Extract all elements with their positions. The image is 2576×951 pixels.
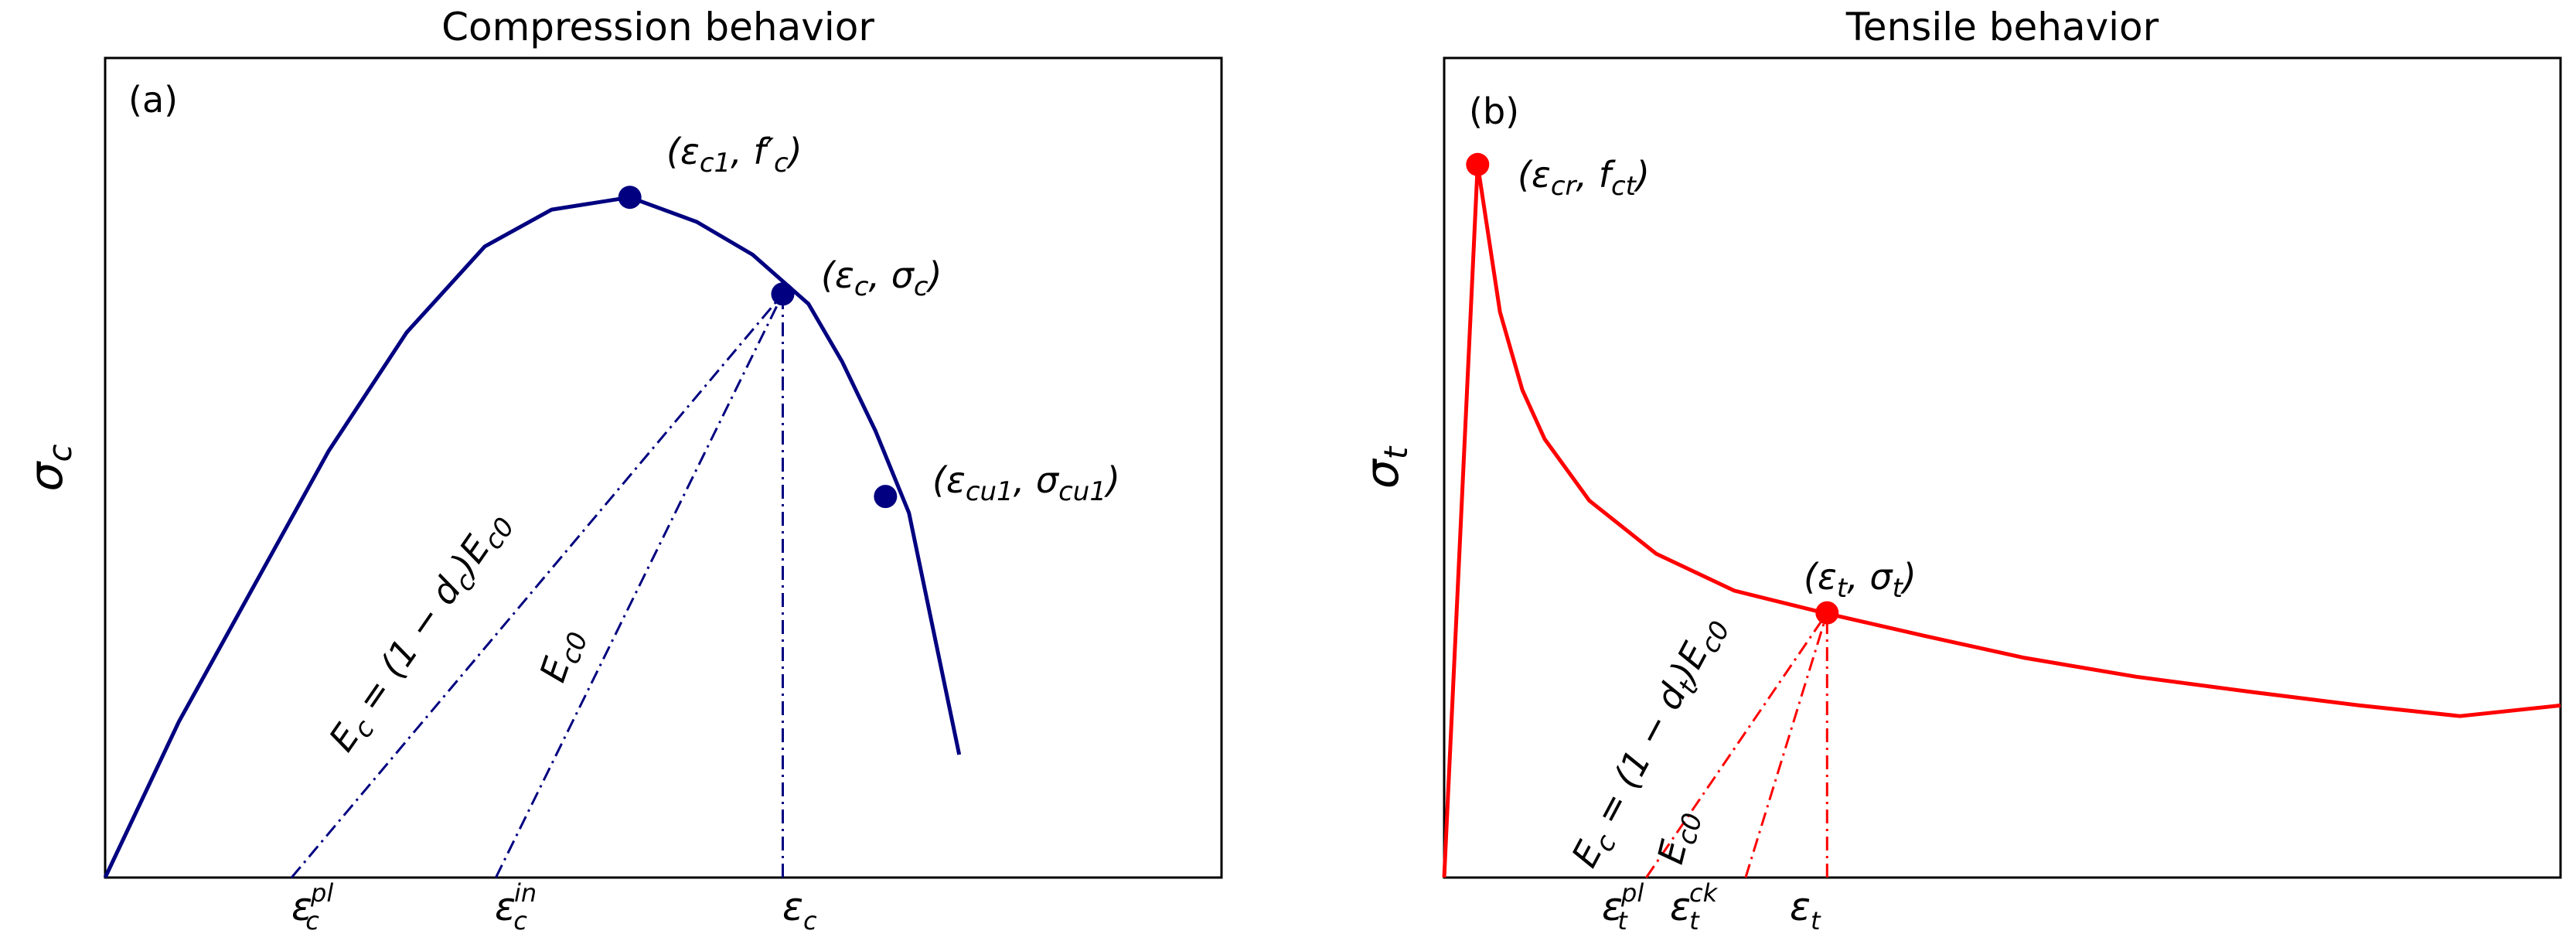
panel-b-unload-line-2 bbox=[1744, 612, 1828, 878]
panel-a-point-1 bbox=[771, 282, 795, 306]
panel-a-ultimate-label-a: (ε bbox=[932, 459, 966, 501]
panel-b-state-label-end: ) bbox=[1900, 556, 1917, 598]
panel-a-ultimate-label: (εcu1, σcu1) bbox=[932, 459, 1120, 507]
panel-a-peak-label-sub: c1 bbox=[700, 148, 731, 179]
panel-b-tick-pl-sub: t bbox=[1617, 906, 1628, 936]
panel-a-series-group bbox=[103, 195, 962, 879]
panel-b-tick-ck-base: ε bbox=[1670, 885, 1691, 929]
panel-a-state-label-sub2: c bbox=[914, 271, 929, 302]
panel-b-crack-label-a: (ε bbox=[1518, 154, 1551, 196]
panel-a-tick-pl-sub: c bbox=[305, 906, 319, 936]
panel-b-letter: (b) bbox=[1469, 90, 1519, 132]
panel-b-damaged-modulus-label: Ec = (1 − dt)Ec0 bbox=[1563, 608, 1736, 877]
panel-a-point-2 bbox=[874, 485, 898, 509]
panel-a-unload-line-1 bbox=[290, 293, 784, 878]
panel-b-points-group bbox=[1466, 152, 1839, 625]
panel-b-axes-frame bbox=[1443, 56, 2562, 879]
panel-b-ec0-sub: c0 bbox=[1671, 810, 1709, 848]
panel-b-point-0 bbox=[1466, 152, 1490, 176]
panel-b-state-label: (εt, σt) bbox=[1804, 556, 1917, 604]
panel-a-ylabel-sub: c bbox=[41, 444, 79, 462]
panel-a-point-0 bbox=[618, 186, 642, 210]
panel-a-peak-label-a: (ε bbox=[666, 131, 700, 172]
panel-b-point-1 bbox=[1815, 601, 1839, 625]
panel-b-tick-pl-sup: pl bbox=[1620, 878, 1644, 908]
panel-b-crack-label-end: ) bbox=[1634, 154, 1650, 196]
panel-b-tick-ck-sub: t bbox=[1689, 906, 1700, 936]
panel-b-tick-ck-sup: ck bbox=[1689, 878, 1719, 908]
panel-b-title: Tensile behavior bbox=[1845, 5, 2159, 49]
panel-b-curve bbox=[1442, 162, 2561, 878]
panel-a-letter: (a) bbox=[128, 79, 178, 121]
panel-a-state-label-sub: c bbox=[854, 271, 869, 302]
panel-a-ylabel: σc bbox=[19, 444, 79, 491]
panel-a-peak-label-b: , f′ bbox=[731, 131, 774, 172]
panel-a-tick-in-base: ε bbox=[495, 885, 516, 929]
panel-b-ylabel: σt bbox=[1355, 445, 1415, 489]
panel-b-state-label-sub2: t bbox=[1893, 573, 1904, 604]
panel-a-state-label-end: ) bbox=[926, 254, 942, 296]
panel-a-peak-label: (εc1, f′c) bbox=[666, 131, 802, 179]
panel-a-axes-frame bbox=[104, 56, 1223, 879]
panel-b-state-label-b: , σ bbox=[1847, 556, 1893, 598]
panel-a-tick-pl-base: ε bbox=[291, 885, 312, 929]
panel-b-crack-label-sub2: ct bbox=[1611, 171, 1637, 202]
panel-b: Tensile behavior (b) σt (εcr, fct) (εt, … bbox=[1355, 5, 2562, 936]
panel-a-initial-modulus-label: Ec0 bbox=[531, 622, 594, 689]
panel-a-tick-pl-sup: pl bbox=[310, 878, 333, 908]
panel-a-tick-inelastic-strain: εin c bbox=[495, 878, 537, 936]
panel-a-unload-line-2 bbox=[495, 293, 784, 878]
panel-a-tick-in-sub: c bbox=[513, 906, 527, 936]
panel-a-points-group bbox=[618, 186, 898, 509]
panel-b-ylabel-sub: t bbox=[1377, 445, 1415, 459]
panel-a-title: Compression behavior bbox=[441, 5, 874, 49]
panel-a-peak-label-end: ) bbox=[786, 131, 802, 172]
panel-b-tick-plastic-strain: εpl t bbox=[1602, 878, 1644, 936]
panel-a-ec-mid: = (1 − d bbox=[342, 569, 470, 728]
panel-a-tick-strain: εc bbox=[782, 885, 817, 936]
panel-b-series-group bbox=[1442, 162, 2561, 878]
panel-b-crack-label-b: , f bbox=[1576, 154, 1615, 196]
panel-a-state-label-b: , σ bbox=[869, 254, 915, 296]
panel-b-state-label-a: (ε bbox=[1804, 556, 1837, 598]
panel-b-tick-t-base: ε bbox=[1790, 885, 1811, 929]
panel-a: Compression behavior (a) σc (εc1, f′c) (… bbox=[19, 5, 1223, 936]
panel-a-ultimate-label-b: , σ bbox=[1014, 459, 1060, 501]
panel-b-state-label-sub: t bbox=[1837, 573, 1849, 604]
panel-a-ylabel-base: σ bbox=[19, 461, 73, 492]
panel-a-peak-label-sub2: c bbox=[774, 148, 789, 179]
panel-a-tick-plastic-strain: εpl c bbox=[291, 878, 333, 936]
panel-a-tick-c-base: ε bbox=[782, 885, 803, 929]
panel-a-state-label-a: (ε bbox=[821, 254, 854, 296]
panel-b-tick-pl-base: ε bbox=[1602, 885, 1623, 929]
panel-b-crack-label-sub: cr bbox=[1551, 171, 1578, 202]
panel-b-initial-modulus-label: Ec0 bbox=[1649, 806, 1709, 869]
panel-b-tick-t-sub: t bbox=[1811, 906, 1821, 936]
panel-b-crack-label: (εcr, fct) bbox=[1518, 154, 1650, 202]
panel-b-ylabel-base: σ bbox=[1355, 458, 1409, 489]
panel-a-ultimate-label-sub2: cu1 bbox=[1058, 476, 1106, 507]
panel-a-tick-in-sup: in bbox=[514, 878, 537, 908]
panel-a-ultimate-label-end: ) bbox=[1104, 459, 1120, 501]
panel-a-ultimate-label-sub: cu1 bbox=[966, 476, 1014, 507]
panel-a-state-label: (εc, σc) bbox=[821, 254, 942, 302]
panel-a-tick-c-sub: c bbox=[803, 906, 817, 936]
panel-b-tick-cracking-strain: εck t bbox=[1670, 878, 1719, 936]
panel-a-curve bbox=[103, 195, 962, 879]
panel-b-tick-strain: εt bbox=[1790, 885, 1821, 936]
